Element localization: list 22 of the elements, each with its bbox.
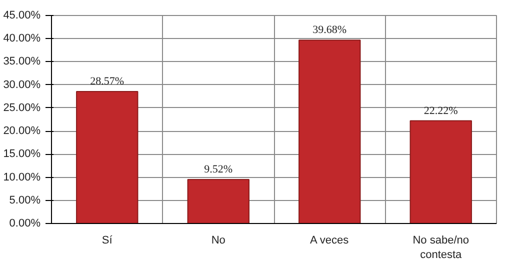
bar [76,90,138,224]
y-tick-label: 15.00% [3,148,41,160]
y-tick-label: 10.00% [3,171,41,184]
y-tick-label: 0.00% [9,218,41,230]
data-label: 39.68% [312,24,347,36]
y-tick-label: 45.00% [3,10,41,22]
y-tick-label: 25.00% [3,102,41,114]
x-tick-label: A veces [310,234,350,246]
y-tick-label: 40.00% [3,32,41,45]
data-label: 28.57% [90,75,124,88]
y-tick-label: 5.00% [9,194,41,206]
y-tick-label: 35.00% [3,56,41,68]
x-tick-label: Sí [102,234,114,246]
bar [410,120,472,224]
y-tick-label: 20.00% [3,125,41,138]
x-tick-label: No [211,234,226,246]
x-tick-label: No sabe/no contesta [412,234,470,261]
bar [298,40,361,224]
data-label: 22.22% [424,104,458,117]
data-label: 9.52% [204,163,233,176]
bar [187,178,250,224]
y-tick-label: 30.00% [3,78,41,91]
